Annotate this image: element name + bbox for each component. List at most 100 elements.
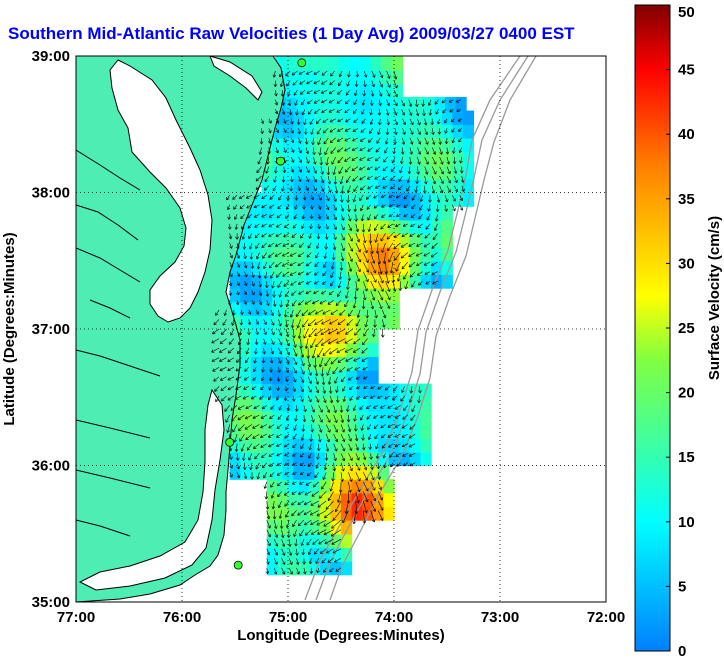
velocity-vector bbox=[297, 128, 301, 135]
velocity-vector bbox=[409, 462, 416, 467]
velocity-vector bbox=[316, 519, 327, 526]
velocity-cell bbox=[372, 506, 384, 521]
velocity-cell bbox=[325, 151, 337, 166]
velocity-cell bbox=[317, 83, 329, 98]
velocity-vector bbox=[446, 166, 451, 175]
colorbar-tick-label: 40 bbox=[678, 126, 695, 143]
velocity-vector bbox=[297, 500, 305, 505]
velocity-vector bbox=[417, 147, 422, 155]
velocity-vector bbox=[324, 357, 331, 367]
velocity-vector bbox=[352, 175, 359, 182]
velocity-cell bbox=[402, 96, 414, 112]
velocity-vector bbox=[340, 443, 346, 452]
velocity-vector bbox=[298, 175, 302, 182]
velocity-vector bbox=[328, 99, 335, 104]
velocity-cell bbox=[335, 288, 347, 303]
velocity-cell bbox=[325, 410, 337, 426]
velocity-cell bbox=[240, 315, 252, 330]
velocity-cell bbox=[282, 288, 294, 303]
velocity-cell bbox=[399, 110, 411, 125]
velocity-cell bbox=[420, 274, 432, 289]
velocity-cell bbox=[388, 124, 400, 139]
velocity-cell bbox=[240, 329, 252, 344]
velocity-vector bbox=[292, 80, 298, 86]
velocity-cell bbox=[441, 110, 453, 125]
velocity-cell bbox=[330, 479, 342, 494]
velocity-vector bbox=[390, 166, 396, 173]
velocity-vector bbox=[261, 405, 267, 410]
velocity-vector bbox=[370, 481, 376, 491]
velocity-cell bbox=[409, 192, 422, 207]
x-axis-label: Longitude (Degrees:Minutes) bbox=[237, 627, 445, 644]
velocity-vector bbox=[286, 80, 291, 87]
velocity-cell bbox=[462, 137, 475, 153]
velocity-cell bbox=[399, 260, 411, 275]
velocity-vector bbox=[348, 262, 353, 272]
velocity-cell bbox=[367, 397, 379, 412]
velocity-cell bbox=[293, 301, 305, 316]
velocity-cell bbox=[367, 383, 379, 398]
velocity-vector bbox=[454, 175, 458, 184]
velocity-vector bbox=[250, 472, 254, 480]
velocity-vector bbox=[300, 539, 305, 547]
velocity-vector bbox=[383, 156, 388, 163]
velocity-vector bbox=[361, 109, 365, 115]
velocity-vector bbox=[373, 414, 379, 419]
velocity-vector bbox=[394, 443, 401, 448]
velocity-vector bbox=[298, 156, 302, 163]
velocity-vector bbox=[378, 70, 384, 79]
velocity-cell bbox=[335, 137, 347, 153]
velocity-vector bbox=[320, 328, 331, 335]
velocity-vector bbox=[320, 166, 324, 175]
velocity-vector bbox=[382, 166, 388, 172]
velocity-vector bbox=[401, 424, 408, 429]
velocity-cell bbox=[293, 233, 305, 248]
velocity-vector bbox=[275, 233, 282, 237]
velocity-cell bbox=[367, 288, 379, 303]
velocity-vector bbox=[226, 195, 230, 201]
velocity-vector bbox=[336, 491, 342, 503]
velocity-vector bbox=[439, 156, 444, 165]
velocity-cell bbox=[272, 410, 284, 426]
velocity-vector bbox=[273, 529, 279, 538]
velocity-cell bbox=[319, 506, 331, 521]
velocity-vector bbox=[424, 271, 431, 275]
velocity-vector bbox=[300, 233, 305, 239]
velocity-vector bbox=[289, 309, 294, 318]
velocity-vector bbox=[291, 233, 297, 238]
velocity-vector bbox=[239, 433, 245, 442]
velocity-cell bbox=[250, 356, 263, 371]
velocity-vector bbox=[294, 99, 298, 106]
velocity-cell bbox=[250, 247, 263, 262]
velocity-vector bbox=[336, 328, 346, 335]
velocity-vector bbox=[377, 281, 384, 292]
velocity-vector bbox=[401, 233, 408, 238]
velocity-vector bbox=[290, 280, 297, 286]
velocity-cell bbox=[441, 192, 453, 207]
velocity-vector bbox=[348, 214, 352, 222]
velocity-vector bbox=[277, 500, 282, 509]
velocity-vector bbox=[248, 233, 253, 240]
velocity-cell bbox=[296, 69, 308, 84]
velocity-vector bbox=[426, 214, 431, 221]
velocity-vector bbox=[264, 185, 270, 191]
velocity-vector bbox=[328, 328, 338, 335]
velocity-cell bbox=[444, 96, 457, 112]
velocity-vector bbox=[424, 156, 429, 165]
velocity-vector bbox=[360, 128, 366, 133]
velocity-vector bbox=[289, 185, 293, 192]
velocity-vector bbox=[285, 214, 290, 219]
velocity-cell bbox=[325, 301, 337, 316]
velocity-vector bbox=[345, 357, 353, 362]
y-tick-label: 35:00 bbox=[32, 594, 70, 611]
velocity-cell bbox=[409, 219, 422, 235]
velocity-vector bbox=[348, 433, 352, 442]
velocity-vector bbox=[228, 338, 235, 345]
velocity-vector bbox=[276, 386, 280, 391]
velocity-vector bbox=[394, 405, 401, 410]
velocity-cell bbox=[356, 383, 369, 398]
velocity-vector bbox=[329, 347, 338, 355]
velocity-vector bbox=[393, 137, 397, 145]
velocity-vector bbox=[416, 166, 420, 175]
velocity-cell bbox=[293, 342, 305, 357]
